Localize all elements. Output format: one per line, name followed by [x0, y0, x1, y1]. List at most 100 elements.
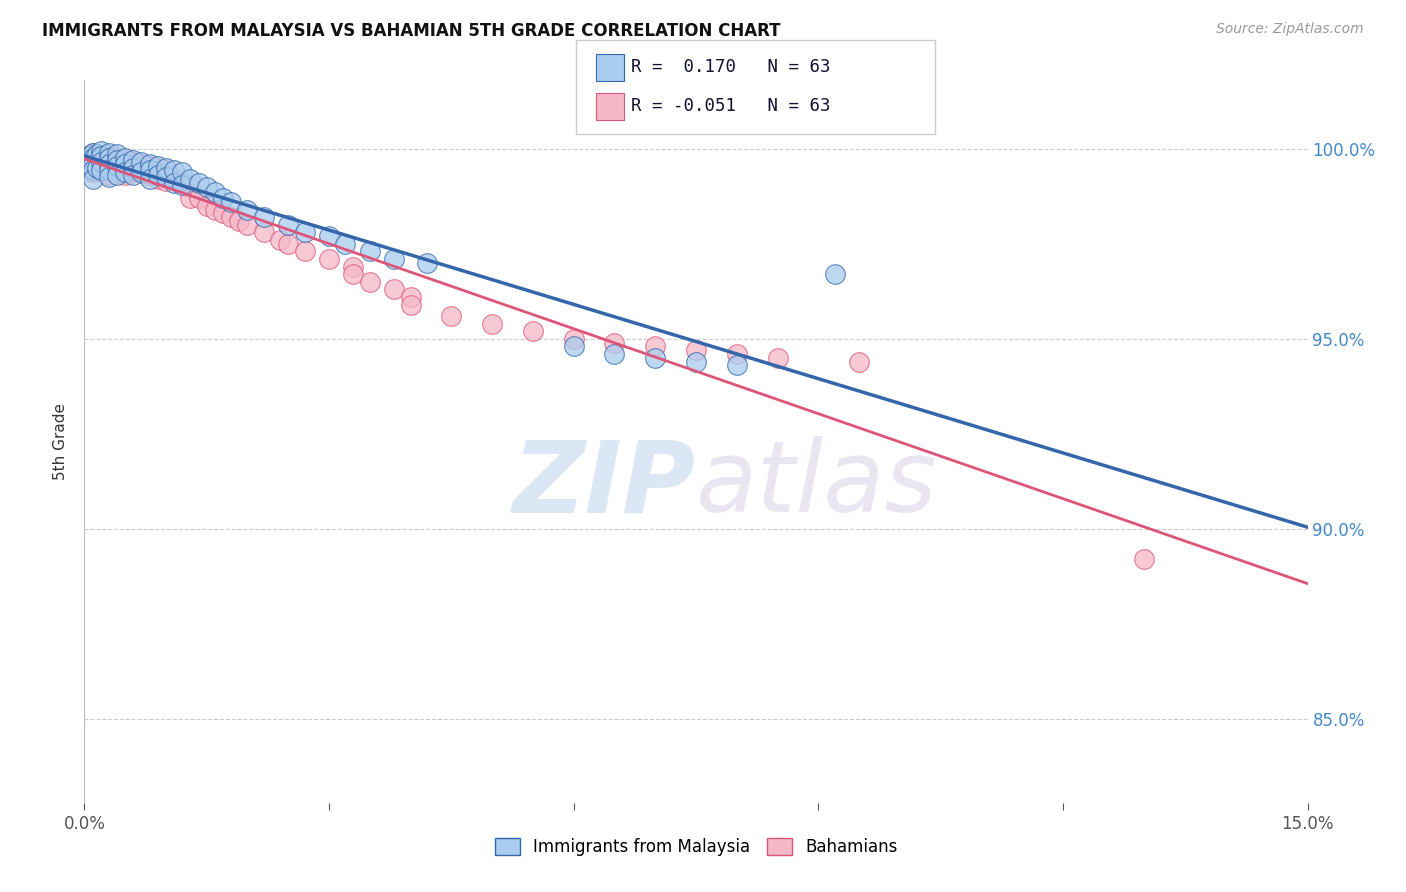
Point — [90, 162, 112, 177]
Point — [122, 153, 145, 168]
Y-axis label: 5th Grade: 5th Grade — [53, 403, 69, 480]
Point — [562, 332, 585, 346]
Point — [114, 169, 136, 183]
Point — [172, 178, 194, 192]
Point — [146, 169, 169, 183]
Point — [212, 206, 235, 220]
Point — [82, 145, 104, 160]
Point — [1133, 552, 1156, 566]
Point — [138, 172, 160, 186]
Point — [155, 161, 177, 175]
Point — [187, 176, 209, 190]
Point — [163, 172, 186, 186]
Point — [253, 226, 276, 240]
Point — [155, 174, 177, 188]
Text: IMMIGRANTS FROM MALAYSIA VS BAHAMIAN 5TH GRADE CORRELATION CHART: IMMIGRANTS FROM MALAYSIA VS BAHAMIAN 5TH… — [42, 22, 780, 40]
Point — [277, 218, 299, 232]
Point — [253, 210, 276, 224]
Point — [399, 298, 422, 312]
Point — [105, 151, 128, 165]
Point — [105, 157, 128, 171]
Point — [138, 159, 160, 173]
Point — [105, 153, 128, 168]
Point — [416, 256, 439, 270]
Point — [212, 191, 235, 205]
Point — [685, 343, 707, 358]
Point — [603, 335, 626, 350]
Point — [90, 162, 112, 177]
Point — [562, 339, 585, 353]
Point — [122, 164, 145, 178]
Point — [187, 191, 209, 205]
Point — [236, 218, 259, 232]
Point — [114, 164, 136, 178]
Point — [122, 161, 145, 175]
Point — [105, 166, 128, 180]
Point — [399, 290, 422, 304]
Point — [318, 252, 340, 266]
Point — [77, 157, 100, 171]
Point — [86, 161, 108, 175]
Point — [179, 172, 201, 186]
Point — [163, 176, 186, 190]
Point — [155, 170, 177, 185]
Point — [86, 147, 108, 161]
Point — [219, 194, 242, 209]
Point — [359, 244, 381, 259]
Point — [77, 149, 100, 163]
Point — [848, 354, 870, 368]
Point — [138, 162, 160, 177]
Point — [318, 229, 340, 244]
Point — [138, 169, 160, 183]
Point — [80, 153, 103, 168]
Point — [90, 149, 112, 163]
Point — [481, 317, 503, 331]
Point — [97, 159, 120, 173]
Point — [382, 282, 405, 296]
Point — [82, 151, 104, 165]
Point — [236, 202, 259, 217]
Point — [80, 153, 103, 168]
Point — [204, 202, 226, 217]
Point — [195, 179, 218, 194]
Text: R = -0.051   N = 63: R = -0.051 N = 63 — [631, 96, 831, 114]
Point — [114, 151, 136, 165]
Point — [105, 147, 128, 161]
Point — [131, 155, 153, 169]
Point — [131, 166, 153, 180]
Point — [82, 151, 104, 165]
Point — [766, 351, 789, 365]
Point — [277, 236, 299, 251]
Point — [294, 226, 316, 240]
Point — [179, 191, 201, 205]
Point — [105, 169, 128, 183]
Point — [725, 347, 748, 361]
Point — [382, 252, 405, 266]
Point — [172, 176, 194, 190]
Point — [114, 159, 136, 173]
Point — [82, 145, 104, 160]
Point — [342, 260, 364, 274]
Point — [146, 161, 169, 175]
Text: atlas: atlas — [696, 436, 938, 533]
Point — [204, 186, 226, 200]
Point — [131, 164, 153, 178]
Point — [131, 157, 153, 171]
Point — [342, 267, 364, 281]
Point — [97, 170, 120, 185]
Point — [163, 162, 186, 177]
Point — [172, 164, 194, 178]
Point — [97, 162, 120, 177]
Point — [77, 149, 100, 163]
Point — [522, 324, 544, 338]
Point — [294, 244, 316, 259]
Point — [97, 145, 120, 160]
Point — [97, 153, 120, 168]
Point — [146, 159, 169, 173]
Point — [97, 151, 120, 165]
Point — [603, 347, 626, 361]
Point — [644, 351, 666, 365]
Point — [82, 157, 104, 171]
Text: R =  0.170   N = 63: R = 0.170 N = 63 — [631, 59, 831, 77]
Point — [824, 267, 846, 281]
